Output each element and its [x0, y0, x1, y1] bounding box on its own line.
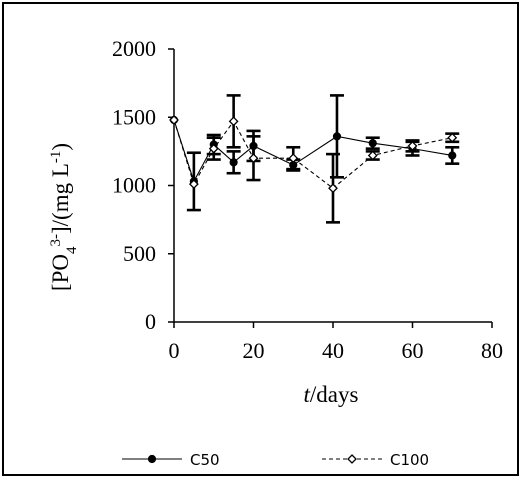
point-marker [228, 116, 239, 127]
legend-item-c100: C100 [322, 451, 429, 469]
point-marker [328, 183, 338, 194]
point-marker [347, 454, 357, 464]
legend: C50 C100 [122, 451, 429, 469]
point-marker [147, 454, 157, 464]
point-marker [208, 143, 219, 154]
x-tick-label: 80 [481, 338, 503, 363]
y-tick-label: 500 [123, 241, 156, 266]
x-tick-labels: 0 20 40 60 80 [169, 338, 504, 363]
x-tick-label: 40 [322, 338, 344, 363]
point-marker [332, 132, 342, 141]
point-marker [447, 132, 458, 143]
data-series [169, 94, 460, 224]
point-marker [248, 153, 259, 164]
point-marker [367, 150, 378, 161]
x-tick-label: 0 [169, 338, 180, 363]
y-tick-label: 2000 [112, 36, 156, 61]
y-tick-label: 1500 [112, 104, 156, 129]
y-axis-label: [PO43-]/(mg L-1) [48, 143, 80, 291]
x-tick-label: 60 [402, 338, 424, 363]
point-marker [288, 153, 299, 164]
y-tick-label: 1000 [112, 173, 156, 198]
point-marker [368, 139, 377, 148]
line-chart: 0 500 1000 1500 2000 0 20 40 60 80 [PO43-]/(mg L… [48, 36, 504, 469]
legend-label: C50 [190, 451, 220, 469]
x-tick-label: 20 [243, 338, 265, 363]
point-marker [188, 179, 199, 190]
point-marker [407, 140, 418, 151]
point-marker [169, 115, 179, 125]
chart-frame: 0 500 1000 1500 2000 0 20 40 60 80 [PO43-]/(mg L… [2, 2, 519, 476]
legend-item-c50: C50 [122, 451, 220, 469]
y-tick-labels: 0 500 1000 1500 2000 [112, 36, 156, 334]
legend-label: C100 [390, 451, 429, 469]
x-axis-label: t/days [304, 382, 359, 407]
series-line [173, 119, 453, 183]
point-marker [448, 151, 457, 160]
axes [168, 48, 493, 328]
series-c100 [169, 94, 460, 224]
y-tick-label: 0 [145, 309, 156, 334]
point-marker [229, 158, 238, 167]
series-line [173, 119, 453, 189]
